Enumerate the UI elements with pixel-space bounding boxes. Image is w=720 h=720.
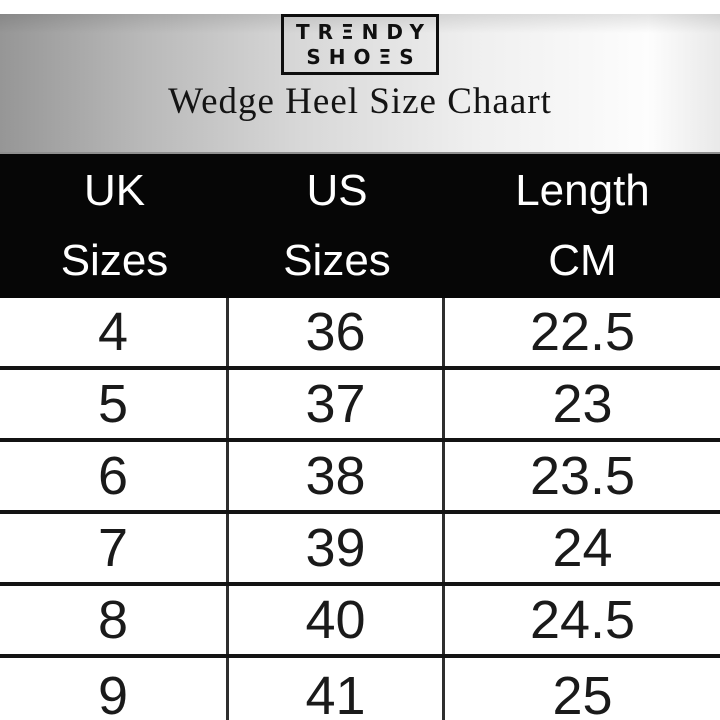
brand-logo-line1: TRΞNDY [295, 19, 433, 44]
cell-us-size: 38 [229, 442, 445, 510]
cell-us-size: 39 [229, 514, 445, 582]
cell-us-size: 41 [229, 658, 445, 720]
cell-us-size: 40 [229, 586, 445, 654]
table-row: 5 37 23 [0, 370, 720, 442]
table-row: 4 36 22.5 [0, 298, 720, 370]
table-row: 7 39 24 [0, 514, 720, 586]
cell-us-size: 37 [229, 370, 445, 438]
header-uk-line2: Sizes [60, 236, 169, 285]
table-body: 4 36 22.5 5 37 23 6 38 23.5 7 39 24 8 40… [0, 298, 720, 720]
cell-uk-size: 4 [0, 298, 229, 366]
table-row: 6 38 23.5 [0, 442, 720, 514]
cell-uk-size: 8 [0, 586, 229, 654]
cell-length-cm: 23 [552, 374, 613, 434]
brand-logo: TRΞNDY SHOΞS [281, 14, 439, 75]
header-length-line2: CM [548, 236, 617, 285]
cell-uk-size: 7 [0, 514, 229, 582]
header-cell-length-cm: Length CM [445, 154, 720, 298]
page-title: Wedge Heel Size Chaart [168, 81, 552, 122]
header-uk-line1: UK [83, 166, 146, 215]
cell-length-cm: 24.5 [529, 590, 636, 650]
cell-uk-size: 5 [0, 370, 229, 438]
header-us-line2: Sizes [283, 236, 391, 285]
cell-us-size: 36 [229, 298, 445, 366]
table-row: 9 41 25 [0, 658, 720, 720]
cell-uk-size: 9 [0, 658, 229, 720]
header-band: TRΞNDY SHOΞS Wedge Heel Size Chaart [0, 14, 720, 152]
table-row: 8 40 24.5 [0, 586, 720, 658]
header-length-line1: Length [515, 166, 650, 215]
cell-length-cm: 23.5 [529, 446, 636, 506]
header-cell-uk-sizes: UK Sizes [0, 154, 229, 298]
cell-uk-size: 6 [0, 442, 229, 510]
table-header-row: UK Sizes US Sizes Length CM [0, 152, 720, 298]
cell-length-cm: 25 [552, 666, 613, 720]
cell-length-cm: 22.5 [529, 302, 636, 362]
header-us-line1: US [306, 166, 368, 215]
header-cell-us-sizes: US Sizes [229, 154, 445, 298]
cell-length-cm: 24 [552, 518, 613, 578]
brand-logo-line2: SHOΞS [306, 44, 422, 69]
